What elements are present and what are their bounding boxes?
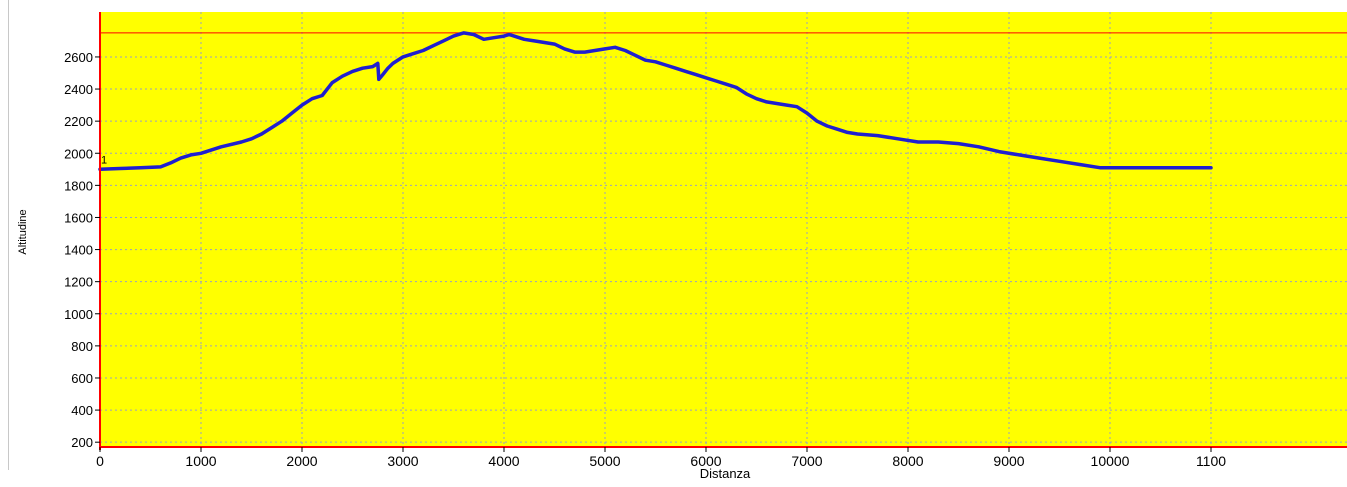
x-tick-label: 10000: [1091, 453, 1130, 469]
x-axis-label: Distanza: [700, 466, 751, 481]
y-tick-label: 2000: [64, 146, 93, 161]
plot-area: [100, 12, 1347, 447]
y-tick-label: 1600: [64, 210, 93, 225]
y-tick-label: 600: [71, 371, 93, 386]
y-tick-label: 1800: [64, 178, 93, 193]
window-frame-divider: [8, 0, 9, 470]
x-tick-label: 1100: [1196, 453, 1226, 469]
x-axis-ticks: 0 1000 2000 3000 4000 5000 6000 7000 8000 9000 100…: [96, 447, 1226, 469]
y-axis-ticks: 200 400 600 800 1000 1200 1400 1600 1800 2000 2200…: [64, 50, 100, 450]
series-layer: [98, 31, 1213, 172]
y-tick-label: 800: [71, 339, 93, 354]
x-tick-label: 7000: [791, 453, 822, 469]
y-tick-label: 1200: [64, 275, 93, 290]
x-tick-label: 4000: [488, 453, 519, 469]
y-tick-label: 1400: [64, 243, 93, 258]
y-axis-label: Altitudine: [17, 209, 29, 254]
x-tick-label: 1000: [185, 453, 216, 469]
y-tick-label: 200: [71, 435, 93, 450]
x-tick-label: 2000: [286, 453, 317, 469]
x-tick-label: 5000: [589, 453, 620, 469]
series-line-altitude: [98, 31, 1213, 172]
x-tick-label: 3000: [387, 453, 418, 469]
x-tick-label: 0: [96, 453, 104, 469]
y-tick-label: 400: [71, 403, 93, 418]
y-tick-label: 2600: [64, 50, 93, 65]
y-tick-label: 1000: [64, 307, 93, 322]
x-tick-label: 6000: [690, 453, 721, 469]
series-marker-label: 1: [101, 154, 107, 166]
x-tick-label: 9000: [993, 453, 1024, 469]
x-tick-label: 8000: [892, 453, 923, 469]
y-tick-label: 2200: [64, 114, 93, 129]
y-tick-label: 2400: [64, 82, 93, 97]
